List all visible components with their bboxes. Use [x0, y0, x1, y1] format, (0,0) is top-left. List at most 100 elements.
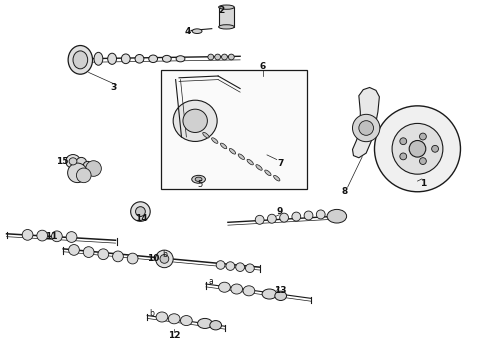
Circle shape — [352, 114, 380, 142]
Text: 12: 12 — [168, 331, 180, 340]
Ellipse shape — [221, 54, 227, 60]
Text: 14: 14 — [135, 214, 147, 223]
Circle shape — [419, 158, 426, 165]
Ellipse shape — [275, 291, 287, 301]
Ellipse shape — [127, 253, 138, 264]
Ellipse shape — [219, 5, 234, 9]
Ellipse shape — [215, 54, 220, 60]
Ellipse shape — [210, 320, 221, 330]
Ellipse shape — [83, 247, 94, 257]
Ellipse shape — [69, 244, 79, 255]
Ellipse shape — [66, 231, 77, 242]
Text: 9: 9 — [277, 207, 283, 216]
Ellipse shape — [262, 289, 277, 299]
Text: 5: 5 — [197, 180, 202, 189]
Text: a: a — [208, 276, 213, 285]
Text: 11: 11 — [45, 232, 57, 241]
Ellipse shape — [256, 165, 262, 170]
Circle shape — [419, 133, 426, 140]
Text: 6: 6 — [260, 62, 266, 71]
Ellipse shape — [173, 100, 217, 141]
Text: 1: 1 — [420, 179, 426, 188]
Ellipse shape — [69, 158, 77, 165]
Ellipse shape — [68, 45, 93, 74]
Ellipse shape — [94, 52, 103, 65]
Ellipse shape — [216, 261, 225, 269]
Circle shape — [136, 207, 146, 216]
Ellipse shape — [273, 175, 280, 181]
Circle shape — [131, 202, 150, 221]
Ellipse shape — [168, 314, 180, 324]
Circle shape — [86, 161, 101, 176]
Ellipse shape — [231, 284, 243, 294]
Ellipse shape — [229, 149, 236, 154]
Text: 13: 13 — [274, 286, 287, 295]
Ellipse shape — [228, 54, 234, 60]
Ellipse shape — [176, 56, 185, 62]
Text: 3: 3 — [110, 83, 116, 92]
Ellipse shape — [83, 161, 92, 170]
Ellipse shape — [108, 53, 117, 64]
Circle shape — [392, 123, 443, 174]
Ellipse shape — [255, 215, 264, 224]
Text: 10: 10 — [147, 255, 159, 264]
Ellipse shape — [197, 319, 212, 328]
Circle shape — [409, 140, 426, 157]
Bar — [219, 7, 234, 27]
Circle shape — [160, 255, 169, 263]
Ellipse shape — [220, 143, 227, 149]
Ellipse shape — [37, 230, 48, 241]
Ellipse shape — [76, 157, 87, 168]
Text: 7: 7 — [277, 159, 283, 168]
Text: b: b — [150, 309, 155, 318]
Ellipse shape — [113, 251, 123, 262]
Ellipse shape — [66, 154, 80, 168]
Circle shape — [400, 138, 407, 145]
Ellipse shape — [22, 229, 33, 240]
Ellipse shape — [247, 159, 253, 165]
Ellipse shape — [180, 316, 192, 325]
Ellipse shape — [236, 263, 245, 271]
Ellipse shape — [243, 286, 255, 296]
Ellipse shape — [162, 55, 171, 62]
Polygon shape — [352, 87, 379, 158]
Text: b: b — [162, 250, 167, 259]
Ellipse shape — [149, 55, 158, 63]
Circle shape — [374, 106, 461, 192]
Ellipse shape — [135, 54, 144, 63]
Bar — [161, 69, 307, 189]
Circle shape — [432, 145, 439, 152]
Ellipse shape — [317, 210, 325, 219]
Text: 15: 15 — [56, 157, 69, 166]
Ellipse shape — [292, 212, 301, 221]
Circle shape — [68, 163, 87, 183]
Ellipse shape — [208, 54, 214, 60]
Ellipse shape — [280, 213, 289, 222]
Ellipse shape — [195, 177, 202, 181]
Ellipse shape — [268, 214, 276, 223]
Ellipse shape — [245, 264, 254, 273]
Ellipse shape — [327, 210, 346, 223]
Ellipse shape — [192, 175, 205, 183]
Ellipse shape — [183, 109, 207, 132]
Ellipse shape — [73, 51, 88, 69]
Ellipse shape — [98, 249, 109, 260]
Ellipse shape — [212, 138, 218, 143]
Circle shape — [400, 153, 407, 160]
Circle shape — [156, 250, 173, 268]
Text: 2: 2 — [219, 6, 225, 15]
Ellipse shape — [51, 231, 62, 242]
Circle shape — [76, 168, 91, 183]
Text: 8: 8 — [342, 187, 348, 196]
Circle shape — [359, 121, 373, 135]
Text: 4: 4 — [185, 27, 191, 36]
Ellipse shape — [122, 54, 130, 64]
Ellipse shape — [203, 132, 209, 138]
Ellipse shape — [156, 312, 168, 322]
Ellipse shape — [238, 154, 245, 159]
Ellipse shape — [219, 25, 234, 29]
Ellipse shape — [265, 170, 271, 176]
Ellipse shape — [219, 282, 230, 292]
Ellipse shape — [192, 29, 202, 33]
Ellipse shape — [304, 211, 313, 220]
